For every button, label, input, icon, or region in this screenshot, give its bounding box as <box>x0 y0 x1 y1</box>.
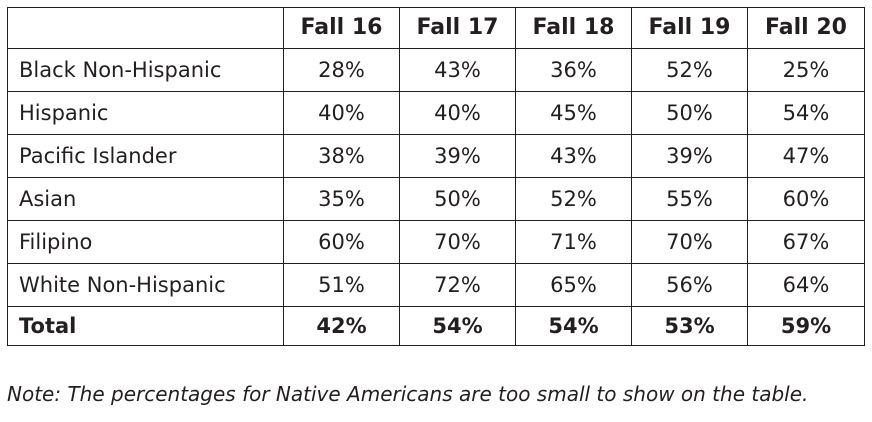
table-cell: 40% <box>399 91 516 135</box>
total-cell: 53% <box>631 306 748 346</box>
table-cell: 60% <box>283 220 400 264</box>
table-row-white-non-hispanic: White Non-Hispanic 51% 72% 65% 56% 64% <box>7 263 865 307</box>
table-cell: 47% <box>747 134 865 178</box>
table-cell: 50% <box>399 177 516 221</box>
table-cell: 51% <box>283 263 400 307</box>
row-label: Pacific Islander <box>7 134 284 178</box>
table-cell: 56% <box>631 263 748 307</box>
table-cell: 55% <box>631 177 748 221</box>
data-table-container: Fall 16 Fall 17 Fall 18 Fall 19 Fall 20 … <box>7 7 865 346</box>
total-cell: 54% <box>515 306 632 346</box>
table-cell: 38% <box>283 134 400 178</box>
table-cell: 43% <box>399 48 516 92</box>
row-label: Black Non-Hispanic <box>7 48 284 92</box>
table-row-total: Total 42% 54% 54% 53% 59% <box>7 306 865 346</box>
table-row-hispanic: Hispanic 40% 40% 45% 50% 54% <box>7 91 865 135</box>
column-header-fall-18: Fall 18 <box>515 7 632 49</box>
total-cell: 42% <box>283 306 400 346</box>
table-cell: 39% <box>399 134 516 178</box>
header-corner-cell <box>7 7 284 49</box>
row-label: Filipino <box>7 220 284 264</box>
table-cell: 60% <box>747 177 865 221</box>
column-header-fall-20: Fall 20 <box>747 7 865 49</box>
column-header-fall-17: Fall 17 <box>399 7 516 49</box>
table-cell: 52% <box>515 177 632 221</box>
total-cell: 59% <box>747 306 865 346</box>
table-cell: 70% <box>631 220 748 264</box>
table-cell: 70% <box>399 220 516 264</box>
table-cell: 50% <box>631 91 748 135</box>
table-row-asian: Asian 35% 50% 52% 55% 60% <box>7 177 865 221</box>
table-cell: 43% <box>515 134 632 178</box>
table-row-black-non-hispanic: Black Non-Hispanic 28% 43% 36% 52% 25% <box>7 48 865 92</box>
table-cell: 36% <box>515 48 632 92</box>
row-label: Asian <box>7 177 284 221</box>
row-label: Hispanic <box>7 91 284 135</box>
header-row: Fall 16 Fall 17 Fall 18 Fall 19 Fall 20 <box>7 7 865 49</box>
table-row-pacific-islander: Pacific Islander 38% 39% 43% 39% 47% <box>7 134 865 178</box>
table-cell: 28% <box>283 48 400 92</box>
table-row-filipino: Filipino 60% 70% 71% 70% 67% <box>7 220 865 264</box>
table-cell: 67% <box>747 220 865 264</box>
percentage-table: Fall 16 Fall 17 Fall 18 Fall 19 Fall 20 … <box>7 7 865 346</box>
column-header-fall-16: Fall 16 <box>283 7 400 49</box>
table-cell: 25% <box>747 48 865 92</box>
column-header-fall-19: Fall 19 <box>631 7 748 49</box>
table-footnote: Note: The percentages for Native America… <box>7 382 809 406</box>
table-cell: 54% <box>747 91 865 135</box>
row-label: White Non-Hispanic <box>7 263 284 307</box>
table-cell: 72% <box>399 263 516 307</box>
total-cell: 54% <box>399 306 516 346</box>
table-cell: 52% <box>631 48 748 92</box>
table-cell: 35% <box>283 177 400 221</box>
table-cell: 65% <box>515 263 632 307</box>
table-cell: 64% <box>747 263 865 307</box>
table-cell: 71% <box>515 220 632 264</box>
total-label: Total <box>7 306 284 346</box>
table-cell: 39% <box>631 134 748 178</box>
table-cell: 40% <box>283 91 400 135</box>
table-cell: 45% <box>515 91 632 135</box>
